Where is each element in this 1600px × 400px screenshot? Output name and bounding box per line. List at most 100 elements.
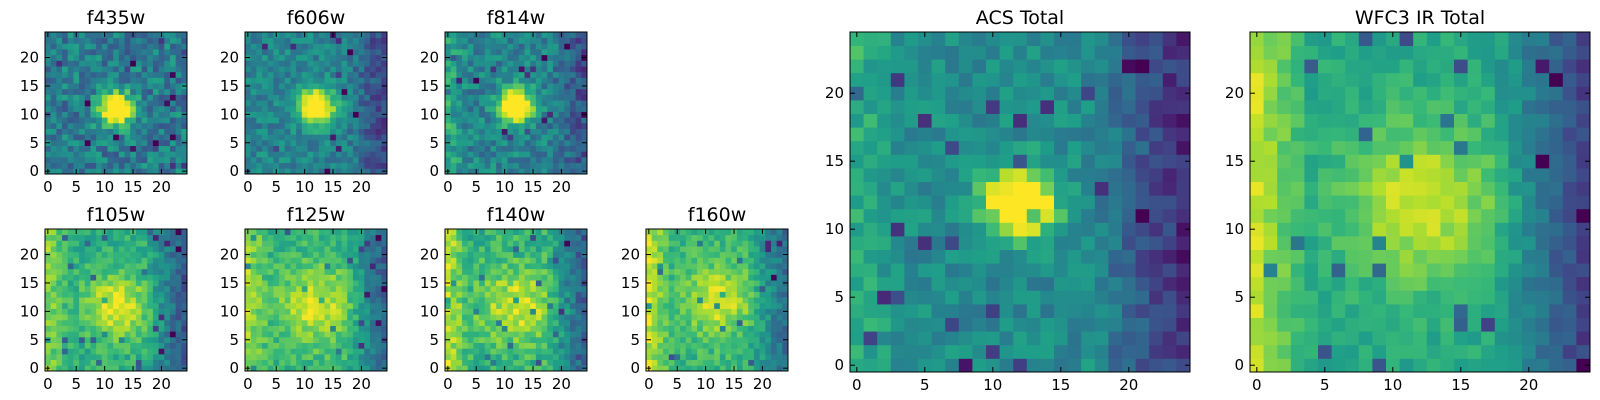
heatmap-cell bbox=[674, 359, 681, 366]
heatmap-cell bbox=[73, 263, 80, 270]
heatmap-cell bbox=[863, 208, 878, 223]
heatmap-cell bbox=[158, 274, 165, 281]
heatmap-cell bbox=[663, 325, 670, 332]
heatmap-cell bbox=[164, 134, 171, 141]
heatmap-cell bbox=[1176, 249, 1191, 264]
heatmap-cell bbox=[324, 134, 331, 141]
heatmap-cell bbox=[118, 285, 125, 292]
heatmap-cell bbox=[284, 302, 291, 309]
heatmap-cell bbox=[496, 365, 503, 372]
heatmap-cell bbox=[284, 100, 291, 107]
heatmap-cell bbox=[490, 151, 497, 158]
heatmap-cell bbox=[782, 257, 789, 264]
heatmap-cell bbox=[96, 342, 103, 349]
heatmap-cell bbox=[484, 54, 491, 61]
heatmap-cell bbox=[313, 32, 320, 39]
heatmap-cell bbox=[369, 111, 377, 118]
heatmap-cell bbox=[279, 314, 286, 321]
heatmap-cell bbox=[262, 117, 269, 124]
heatmap-cell bbox=[473, 88, 480, 95]
heatmap-cell bbox=[301, 117, 308, 124]
heatmap-cell bbox=[1122, 290, 1136, 305]
heatmap-cell bbox=[725, 365, 732, 372]
heatmap-cell bbox=[84, 325, 91, 332]
heatmap-cell bbox=[84, 60, 91, 67]
heatmap-cell bbox=[518, 156, 525, 164]
heatmap-cell bbox=[96, 246, 103, 253]
heatmap-cell bbox=[668, 274, 675, 281]
y-tick-label: 20 bbox=[220, 246, 239, 264]
heatmap-cell bbox=[267, 145, 274, 152]
heatmap-cell bbox=[290, 297, 297, 304]
heatmap-cell bbox=[484, 168, 491, 175]
heatmap-cell bbox=[490, 297, 497, 304]
heatmap-cell bbox=[541, 257, 548, 264]
heatmap-cell bbox=[364, 365, 371, 372]
heatmap-cell bbox=[73, 297, 80, 304]
heatmap-cell bbox=[462, 151, 469, 158]
heatmap-cell bbox=[518, 111, 525, 118]
heatmap-cell bbox=[164, 268, 171, 275]
heatmap-cell bbox=[518, 257, 525, 264]
heatmap-cell bbox=[691, 274, 698, 281]
heatmap-cell bbox=[999, 249, 1014, 264]
heatmap-cell bbox=[67, 240, 74, 247]
heatmap-cell bbox=[524, 274, 531, 281]
heatmap-cell bbox=[90, 285, 97, 292]
heatmap-cell bbox=[564, 168, 571, 175]
heatmap-cell bbox=[456, 168, 463, 175]
heatmap-cell bbox=[759, 234, 766, 241]
heatmap-cell bbox=[169, 100, 177, 107]
heatmap-cell bbox=[731, 268, 738, 275]
heatmap-cell bbox=[330, 308, 337, 315]
heatmap-cell bbox=[530, 274, 537, 281]
heatmap-cell bbox=[313, 285, 320, 292]
heatmap-cell bbox=[381, 100, 388, 107]
heatmap-cell bbox=[279, 263, 286, 270]
heatmap-cell bbox=[674, 234, 681, 241]
heatmap-cell bbox=[381, 105, 388, 112]
heatmap-cell bbox=[352, 246, 359, 253]
heatmap-cell bbox=[691, 348, 698, 355]
heatmap-cell bbox=[575, 71, 582, 78]
heatmap-cell bbox=[262, 331, 269, 338]
heatmap-cell bbox=[479, 325, 486, 332]
heatmap-cell bbox=[999, 331, 1014, 346]
heatmap-cell bbox=[301, 54, 308, 61]
heatmap-cell bbox=[680, 257, 687, 264]
heatmap-cell bbox=[564, 145, 571, 152]
heatmap-cell bbox=[181, 145, 188, 152]
heatmap-cell bbox=[558, 285, 565, 292]
heatmap-cell bbox=[564, 162, 571, 169]
heatmap-cell bbox=[462, 229, 469, 236]
heatmap-cell bbox=[130, 49, 137, 56]
heatmap-cell bbox=[535, 291, 542, 298]
heatmap-cell bbox=[67, 162, 74, 169]
heatmap-cell bbox=[697, 251, 704, 258]
heatmap-cell bbox=[535, 77, 542, 84]
heatmap-cell bbox=[719, 291, 726, 298]
heatmap-cell bbox=[535, 162, 542, 169]
heatmap-cell bbox=[358, 246, 365, 253]
heatmap-cell bbox=[445, 319, 452, 326]
heatmap-cell bbox=[358, 257, 365, 264]
heatmap-cell bbox=[575, 274, 582, 281]
heatmap-cell bbox=[501, 359, 508, 366]
heatmap-cell bbox=[708, 348, 715, 355]
heatmap-cell bbox=[484, 246, 491, 253]
heatmap-cell bbox=[651, 359, 658, 366]
axes-frame bbox=[244, 31, 388, 175]
heatmap-cell bbox=[484, 297, 491, 304]
heatmap-cell bbox=[518, 54, 525, 61]
heatmap-cell bbox=[175, 297, 182, 304]
heatmap-cell bbox=[164, 365, 171, 372]
heatmap-cell bbox=[518, 268, 525, 275]
heatmap-cell bbox=[918, 236, 932, 250]
heatmap-cell bbox=[335, 100, 342, 107]
heatmap-cell bbox=[147, 111, 154, 118]
heatmap-cell bbox=[535, 139, 542, 146]
heatmap-cell bbox=[1081, 236, 1096, 250]
heatmap-cell bbox=[863, 344, 878, 359]
heatmap-cell bbox=[301, 234, 308, 241]
heatmap-cell bbox=[456, 43, 463, 50]
